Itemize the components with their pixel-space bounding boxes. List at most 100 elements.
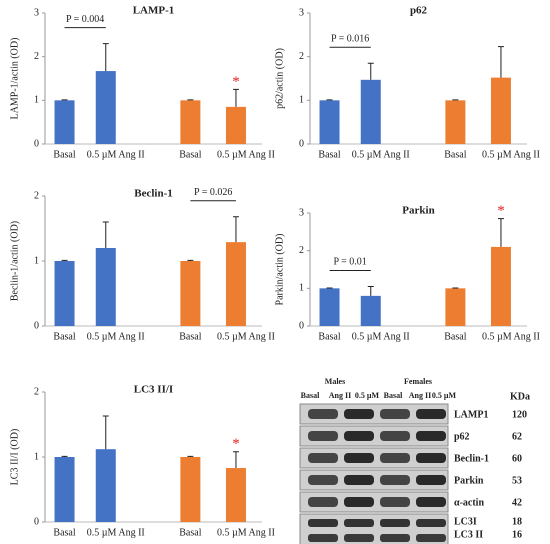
protein-label: LC3 II xyxy=(454,529,483,540)
bar xyxy=(319,288,340,326)
band xyxy=(344,475,374,485)
x-tick-label: Basal xyxy=(444,149,466,160)
band xyxy=(380,453,410,463)
x-tick-label: Basal xyxy=(53,149,75,160)
x-tick-label: Basal xyxy=(318,149,340,160)
band xyxy=(416,409,446,419)
error-bar xyxy=(232,88,239,107)
x-tick-label: 0.5 µM Ang II xyxy=(482,149,540,160)
band xyxy=(308,475,338,485)
x-tick-label: Basal xyxy=(53,331,75,342)
y-axis-label: Parkin/actin (OD) xyxy=(274,234,285,306)
y-tick-label: 1 xyxy=(34,451,39,462)
kda-label: 16 xyxy=(512,529,522,540)
band xyxy=(380,409,410,419)
protein-label: p62 xyxy=(454,431,470,442)
band xyxy=(416,534,446,542)
group-label: Females xyxy=(404,377,432,386)
group-label: Males xyxy=(325,377,345,386)
x-tick-label: 0.5 µM Ang II xyxy=(87,149,145,160)
lane-label: Basal xyxy=(301,391,320,400)
p-value: P = 0.004 xyxy=(66,14,104,25)
error-bar xyxy=(497,46,504,78)
chart-title: LAMP-1 xyxy=(133,5,175,17)
y-tick-label: 0 xyxy=(34,516,39,527)
chart-title: Beclin-1 xyxy=(134,188,173,200)
lane-label: Ang II xyxy=(329,391,351,400)
error-bar xyxy=(187,455,194,457)
y-axis-label: Beclin-1/actin (OD) xyxy=(9,221,20,301)
bar xyxy=(180,100,201,144)
unit-label: KDa xyxy=(510,391,530,402)
protein-label: LAMP1 xyxy=(454,409,488,420)
y-tick-label: 0 xyxy=(34,138,39,149)
x-tick-label: 0.5 µM Ang II xyxy=(482,331,540,342)
band xyxy=(344,453,374,463)
kda-label: 42 xyxy=(512,497,522,508)
bar xyxy=(225,468,246,522)
error-bar xyxy=(367,62,374,80)
bar xyxy=(180,261,201,326)
p-value: P = 0.016 xyxy=(331,34,369,45)
y-tick-label: 1 xyxy=(299,283,304,294)
y-tick-label: 1 xyxy=(299,95,304,106)
band xyxy=(308,431,338,441)
x-tick-label: Basal xyxy=(179,527,201,538)
error-bar xyxy=(232,451,239,469)
y-tick-label: 0 xyxy=(299,320,304,331)
p-value: P = 0.01 xyxy=(333,257,366,268)
kda-label: 62 xyxy=(512,431,522,442)
error-bar xyxy=(61,455,68,457)
y-axis-label: LAMP-1/actin (OD) xyxy=(9,38,20,120)
bar xyxy=(54,457,75,522)
lane-label: Basal xyxy=(384,391,403,400)
band xyxy=(380,497,410,507)
y-tick-label: 0 xyxy=(299,138,304,149)
significance-star: * xyxy=(232,436,240,452)
x-tick-label: 0.5 µM Ang II xyxy=(87,527,145,538)
band xyxy=(344,431,374,441)
error-bar xyxy=(102,415,109,450)
band xyxy=(344,534,374,542)
protein-label: Parkin xyxy=(454,475,484,486)
p-value: P = 0.026 xyxy=(194,187,232,198)
y-tick-label: 1 xyxy=(34,255,39,266)
bar xyxy=(180,457,201,522)
x-tick-label: Basal xyxy=(53,527,75,538)
significance-star: * xyxy=(497,203,505,219)
lane-label: 0.5 µM xyxy=(355,391,380,400)
bar xyxy=(445,288,466,326)
band xyxy=(416,431,446,441)
x-tick-label: Basal xyxy=(179,149,201,160)
y-axis-label: LC3 II/I (OD) xyxy=(9,429,20,486)
error-bar xyxy=(102,43,109,72)
bar xyxy=(95,71,116,144)
error-bar xyxy=(102,221,109,248)
y-tick-label: 3 xyxy=(299,7,304,18)
bar xyxy=(490,77,511,144)
band xyxy=(344,497,374,507)
protein-label: Beclin-1 xyxy=(454,453,489,464)
kda-label: 53 xyxy=(512,475,522,486)
band xyxy=(344,519,374,527)
error-bar xyxy=(367,285,374,296)
bar xyxy=(54,261,75,326)
x-tick-label: Basal xyxy=(444,331,466,342)
x-tick-label: 0.5 µM Ang II xyxy=(352,149,410,160)
x-tick-label: 0.5 µM Ang II xyxy=(217,527,275,538)
band xyxy=(380,534,410,542)
band xyxy=(308,519,338,527)
error-bar xyxy=(497,218,504,247)
bar xyxy=(445,100,466,144)
error-bar xyxy=(232,216,239,243)
y-tick-label: 3 xyxy=(299,207,304,218)
band xyxy=(344,409,374,419)
band xyxy=(308,453,338,463)
y-tick-label: 2 xyxy=(34,51,39,62)
y-tick-label: 2 xyxy=(299,51,304,62)
bar xyxy=(490,246,511,326)
y-tick-label: 3 xyxy=(34,7,39,18)
band xyxy=(416,475,446,485)
band xyxy=(380,431,410,441)
